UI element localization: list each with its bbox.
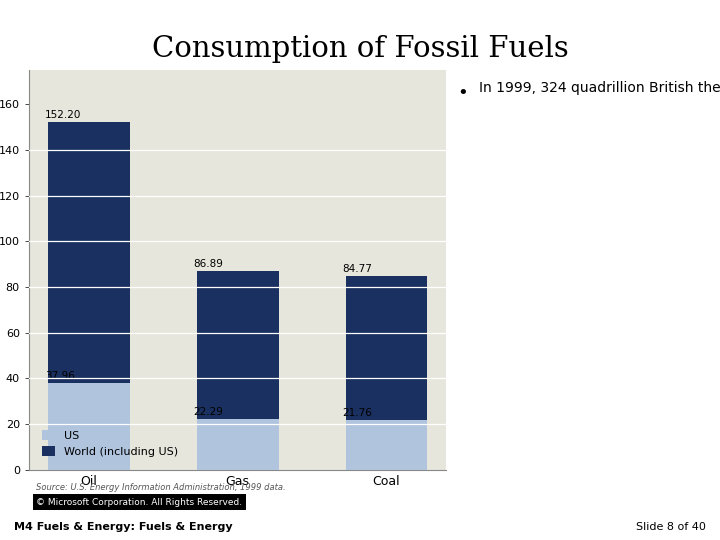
Text: •: • <box>457 84 468 102</box>
Text: 21.76: 21.76 <box>343 408 372 418</box>
Bar <box>346 276 428 470</box>
Text: M4 Fuels & Energy: Fuels & Energy: M4 Fuels & Energy: Fuels & Energy <box>14 522 233 532</box>
Text: Slide 8 of 40: Slide 8 of 40 <box>636 522 706 532</box>
Text: 37.96: 37.96 <box>45 371 75 381</box>
Bar <box>197 272 279 470</box>
Text: Consumption of Fossil Fuels: Consumption of Fossil Fuels <box>152 35 568 63</box>
Text: Source: U.S. Energy Information Administration, 1999 data.: Source: U.S. Energy Information Administ… <box>36 483 286 492</box>
Bar <box>197 419 279 470</box>
Text: © Microsoft Corporation. All Rights Reserved.: © Microsoft Corporation. All Rights Rese… <box>36 498 242 507</box>
Text: 84.77: 84.77 <box>343 264 372 274</box>
Text: 152.20: 152.20 <box>45 110 81 120</box>
Bar <box>48 122 130 470</box>
Legend: US, World (including US): US, World (including US) <box>39 427 181 460</box>
Bar <box>346 420 428 470</box>
Text: In 1999, 324 quadrillion British thermal units (Btu) of fossil fuels were consum: In 1999, 324 quadrillion British thermal… <box>479 81 720 95</box>
Text: 86.89: 86.89 <box>194 259 223 269</box>
Text: 22.29: 22.29 <box>194 407 223 417</box>
Bar <box>48 383 130 470</box>
